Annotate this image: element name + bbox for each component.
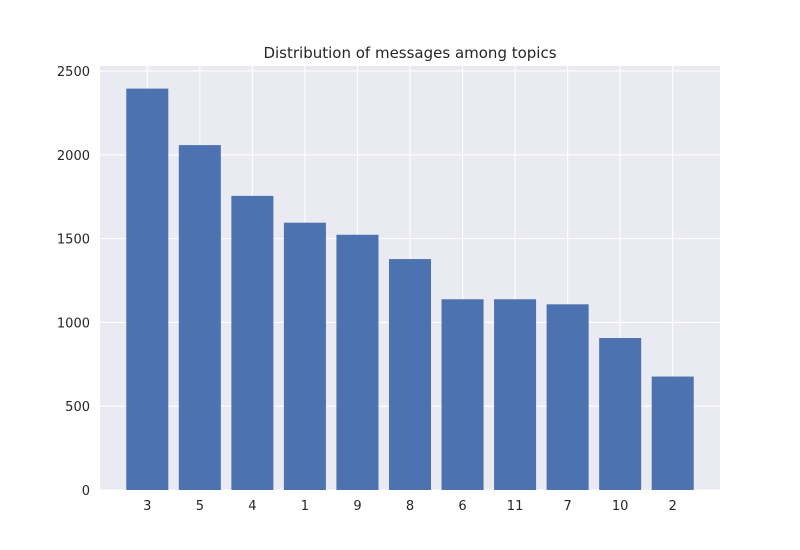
x-tick-label: 1 — [301, 499, 309, 514]
bar-topic-6 — [442, 299, 484, 490]
y-tick-label: 1500 — [57, 233, 90, 248]
y-tick-label: 2000 — [57, 149, 90, 164]
bar-topic-1 — [284, 223, 326, 490]
bar-topic-10 — [599, 338, 641, 490]
bar-topic-9 — [336, 235, 378, 490]
y-tick-label: 500 — [65, 400, 90, 415]
bar-topic-11 — [494, 299, 536, 490]
bar-topic-7 — [547, 304, 589, 490]
y-tick-label: 0 — [82, 484, 90, 499]
bar-topic-5 — [179, 145, 221, 490]
bar-topic-2 — [652, 377, 694, 490]
x-tick-label: 7 — [563, 499, 571, 514]
x-tick-label: 2 — [669, 499, 677, 514]
x-tick-label: 3 — [143, 499, 151, 514]
x-tick-label: 10 — [612, 499, 629, 514]
bar-topic-3 — [126, 89, 168, 490]
x-tick-label: 11 — [507, 499, 524, 514]
x-tick-label: 5 — [196, 499, 204, 514]
x-tick-label: 4 — [248, 499, 256, 514]
y-tick-label: 1000 — [57, 316, 90, 331]
bar-topic-8 — [389, 259, 431, 490]
x-tick-label: 9 — [353, 499, 361, 514]
x-tick-label: 6 — [458, 499, 466, 514]
chart-title: Distribution of messages among topics — [263, 44, 556, 62]
x-tick-label: 8 — [406, 499, 414, 514]
y-tick-label: 2500 — [57, 65, 90, 80]
bar-topic-4 — [231, 196, 273, 490]
